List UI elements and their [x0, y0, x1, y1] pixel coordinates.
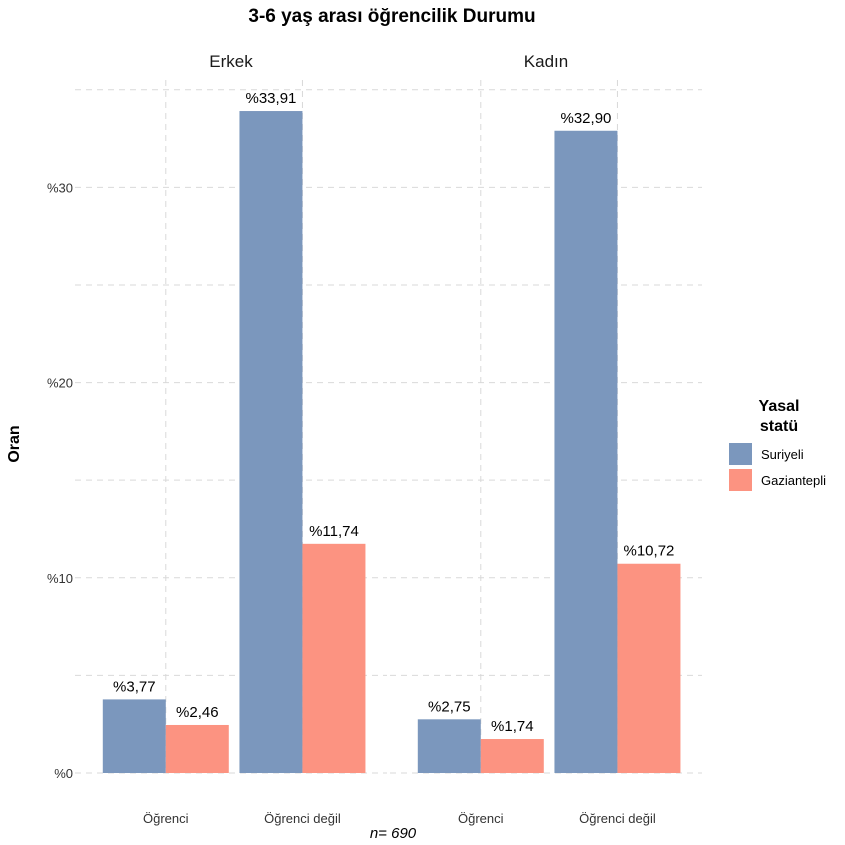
data-label: %11,74: [309, 523, 359, 540]
data-label: %2,75: [428, 698, 471, 715]
data-label: %2,46: [176, 704, 219, 721]
legend: Yasal statü Suriyeli Gaziantepli: [729, 398, 826, 491]
y-tick-label: %0: [54, 766, 73, 781]
x-tick-label: Öğrenci: [458, 811, 504, 826]
data-label: %33,91: [246, 90, 297, 107]
facet-panel-kadin: Kadın %2,75 %1,74 Öğrenci %32,90 %10,72 Öğrenc…: [390, 52, 702, 826]
bar-kadin-ogrenci-degil-suriyeli: [554, 130, 618, 773]
x-tick-label: Öğrenci değil: [264, 811, 341, 826]
bar-erkek-ogrenci-gaziantepli: [165, 724, 229, 773]
y-tick-label: %10: [47, 571, 73, 586]
facet-panel-erkek: Erkek %3,77 %2,46 Öğrenci %33,91 %11,74 Öğrenc…: [75, 52, 387, 826]
data-label: %32,90: [561, 110, 612, 127]
legend-title-line: Yasal: [759, 398, 800, 415]
bar-kadin-ogrenci-degil-gaziantepli: [617, 563, 681, 773]
legend-swatch-gaziantepli: [729, 469, 752, 491]
chart-panels: %0 %10 %20 %30 Erkek %3,77 %2,46 Öğrenci %33,91%…: [47, 52, 702, 826]
y-axis-label: Oran: [6, 425, 23, 462]
data-label: %10,72: [624, 543, 675, 560]
bar-erkek-ogrenci-suriyeli: [102, 699, 166, 773]
bar-kadin-ogrenci-gaziantepli: [480, 739, 544, 773]
bar-erkek-ogrenci-degil-suriyeli: [239, 111, 303, 774]
x-tick-label: Öğrenci: [143, 811, 189, 826]
y-tick-label: %30: [47, 180, 73, 195]
data-label: %3,77: [113, 678, 156, 695]
chart-title: 3-6 yaş arası öğrencilik Durumu: [248, 6, 535, 27]
legend-title-line: statü: [760, 418, 798, 435]
bar-erkek-ogrenci-degil-gaziantepli: [302, 543, 366, 773]
bar-kadin-ogrenci-suriyeli: [417, 719, 481, 773]
facet-label-kadin: Kadın: [524, 52, 568, 71]
legend-swatch-suriyeli: [729, 443, 752, 465]
data-label: %1,74: [491, 718, 534, 735]
legend-label-gaziantepli: Gaziantepli: [761, 473, 826, 488]
legend-label-suriyeli: Suriyeli: [761, 447, 804, 462]
facet-label-erkek: Erkek: [209, 52, 253, 71]
sample-size-caption: n= 690: [370, 825, 417, 842]
x-tick-label: Öğrenci değil: [579, 811, 656, 826]
legend-title: Yasal statü: [759, 398, 800, 435]
y-tick-label: %20: [47, 376, 73, 391]
